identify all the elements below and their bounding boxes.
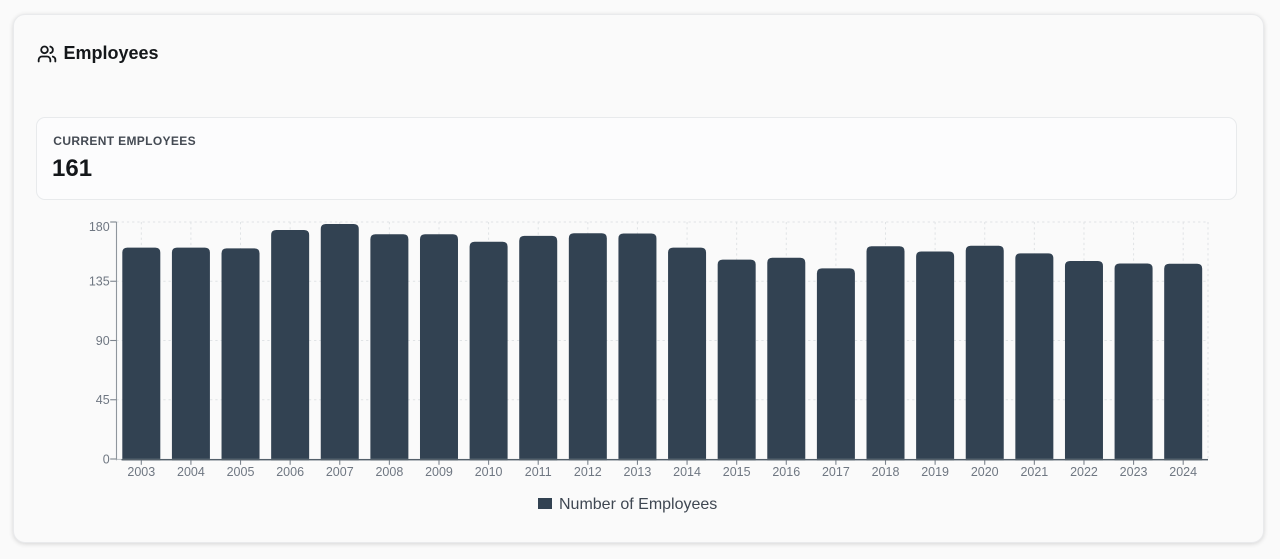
svg-text:2008: 2008 [375, 465, 403, 479]
svg-text:2009: 2009 [425, 465, 453, 479]
svg-text:2010: 2010 [475, 465, 503, 479]
svg-text:2015: 2015 [723, 465, 751, 479]
svg-text:90: 90 [96, 334, 110, 348]
svg-text:2003: 2003 [127, 465, 155, 479]
svg-text:2004: 2004 [177, 465, 205, 479]
svg-text:2017: 2017 [822, 465, 850, 479]
svg-text:2011: 2011 [525, 465, 552, 479]
svg-text:2014: 2014 [673, 465, 701, 479]
svg-text:2023: 2023 [1120, 465, 1148, 479]
svg-text:2016: 2016 [772, 465, 800, 479]
svg-text:2022: 2022 [1070, 465, 1098, 479]
svg-text:2006: 2006 [276, 465, 304, 479]
svg-text:2012: 2012 [574, 465, 602, 479]
svg-text:180: 180 [89, 220, 110, 234]
svg-text:2024: 2024 [1169, 465, 1197, 479]
svg-text:45: 45 [96, 393, 110, 407]
svg-text:2021: 2021 [1020, 465, 1048, 479]
svg-text:2018: 2018 [872, 465, 900, 479]
svg-text:Number of Employees: Number of Employees [559, 496, 717, 513]
svg-text:135: 135 [89, 275, 110, 289]
svg-text:0: 0 [103, 452, 110, 466]
svg-text:2007: 2007 [326, 465, 354, 479]
svg-text:2013: 2013 [624, 465, 652, 479]
svg-text:2020: 2020 [971, 465, 999, 479]
svg-text:2019: 2019 [921, 465, 949, 479]
svg-text:2005: 2005 [227, 465, 255, 479]
